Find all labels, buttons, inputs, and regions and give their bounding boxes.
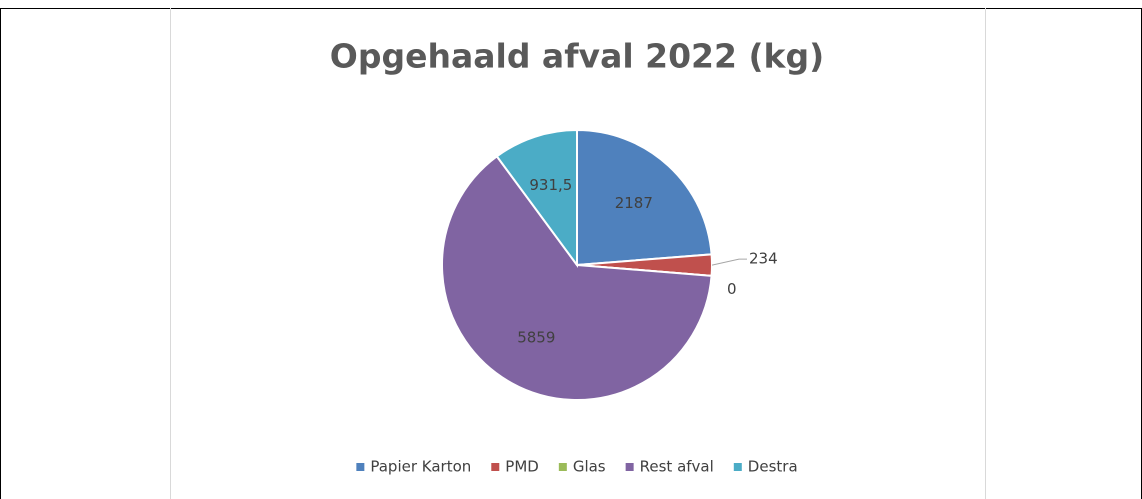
legend-label: Papier Karton — [370, 458, 471, 476]
data-label: 234 — [749, 250, 778, 268]
legend-label: Destra — [748, 458, 798, 476]
legend-label: Glas — [573, 458, 606, 476]
leader-line — [711, 258, 747, 266]
pie-slice — [576, 128, 713, 267]
data-label: 2187 — [615, 194, 653, 212]
legend-swatch — [733, 463, 742, 471]
pie-slice — [441, 154, 713, 401]
data-label: 931,5 — [529, 176, 572, 194]
legend-label: Rest afval — [640, 458, 714, 476]
legend-label: PMD — [505, 458, 539, 476]
data-label: 5859 — [517, 329, 555, 347]
legend-swatch — [625, 463, 634, 471]
pie-slice — [495, 128, 578, 269]
legend-swatch — [491, 463, 500, 471]
chart-title: Opgehaald afval 2022 (kg) — [330, 37, 824, 76]
legend-swatch — [558, 463, 567, 471]
data-label: 0 — [727, 280, 737, 298]
legend-swatch — [356, 463, 365, 471]
